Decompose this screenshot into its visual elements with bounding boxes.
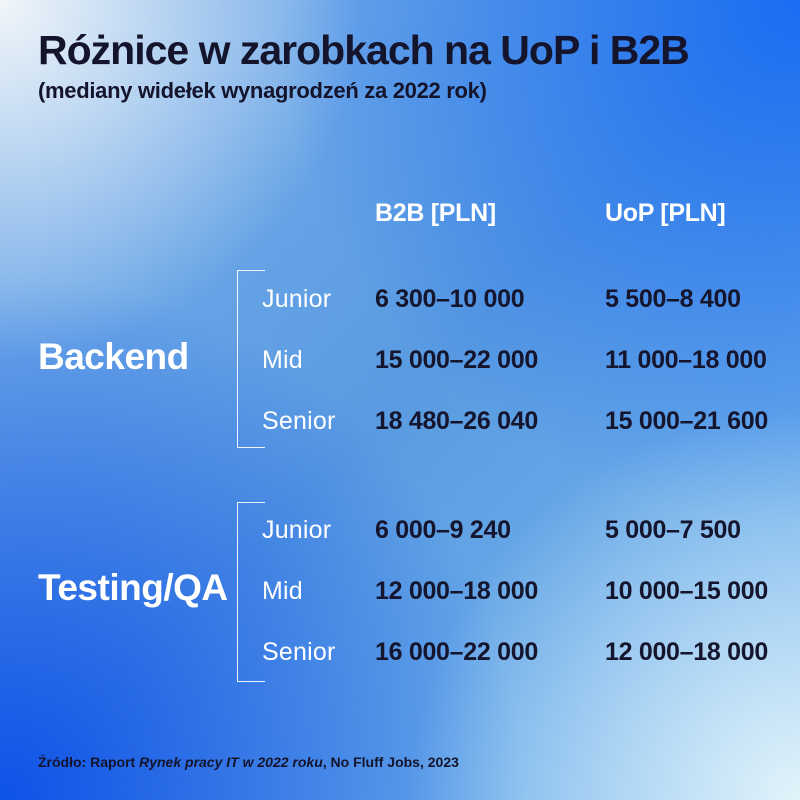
- uop-salary-value: 5 500–8 400: [605, 285, 741, 313]
- uop-salary-value: 12 000–18 000: [605, 638, 768, 666]
- uop-salary-value: 10 000–15 000: [605, 577, 768, 605]
- page-subtitle: (mediany widełek wynagrodzeń za 2022 rok…: [38, 78, 487, 103]
- page-title: Różnice w zarobkach na UoP i B2B: [38, 27, 690, 73]
- source-note: Źródło: Raport Rynek pracy IT w 2022 rok…: [38, 752, 459, 772]
- uop-salary-value: 15 000–21 600: [605, 407, 768, 435]
- b2b-salary-value: 16 000–22 000: [375, 638, 538, 666]
- b2b-salary-value: 6 000–9 240: [375, 516, 511, 544]
- row-level-label: Junior: [262, 285, 332, 313]
- table-row-testing-junior: Junior 6 000–9 240 5 000–7 500: [0, 514, 800, 546]
- row-level-label: Senior: [262, 638, 336, 666]
- table-row-testing-senior: Senior 16 000–22 000 12 000–18 000: [0, 636, 800, 668]
- table-row-backend-junior: Junior 6 300–10 000 5 500–8 400: [0, 283, 800, 315]
- row-level-label: Mid: [262, 577, 303, 605]
- source-report-title: Rynek pracy IT w 2022 roku: [139, 754, 323, 770]
- uop-salary-value: 11 000–18 000: [605, 346, 767, 374]
- source-suffix: , No Fluff Jobs, 2023: [322, 754, 459, 770]
- bracket-testing-qa: [237, 502, 265, 682]
- b2b-salary-value: 18 480–26 040: [375, 407, 538, 435]
- column-header-uop: UoP [PLN]: [605, 199, 726, 227]
- uop-salary-value: 5 000–7 500: [605, 516, 741, 544]
- row-level-label: Mid: [262, 346, 303, 374]
- row-level-label: Senior: [262, 407, 336, 435]
- b2b-salary-value: 12 000–18 000: [375, 577, 538, 605]
- row-level-label: Junior: [262, 516, 332, 544]
- b2b-salary-value: 6 300–10 000: [375, 285, 525, 313]
- b2b-salary-value: 15 000–22 000: [375, 346, 538, 374]
- table-row-testing-mid: Mid 12 000–18 000 10 000–15 000: [0, 575, 800, 607]
- group-label-testing-qa: Testing/QA: [38, 567, 228, 608]
- bracket-backend: [237, 270, 265, 448]
- table-row-backend-senior: Senior 18 480–26 040 15 000–21 600: [0, 405, 800, 437]
- table-row-backend-mid: Mid 15 000–22 000 11 000–18 000: [0, 344, 800, 376]
- group-label-backend: Backend: [38, 336, 189, 377]
- column-header-b2b: B2B [PLN]: [375, 199, 496, 227]
- source-prefix: Źródło: Raport: [38, 754, 140, 770]
